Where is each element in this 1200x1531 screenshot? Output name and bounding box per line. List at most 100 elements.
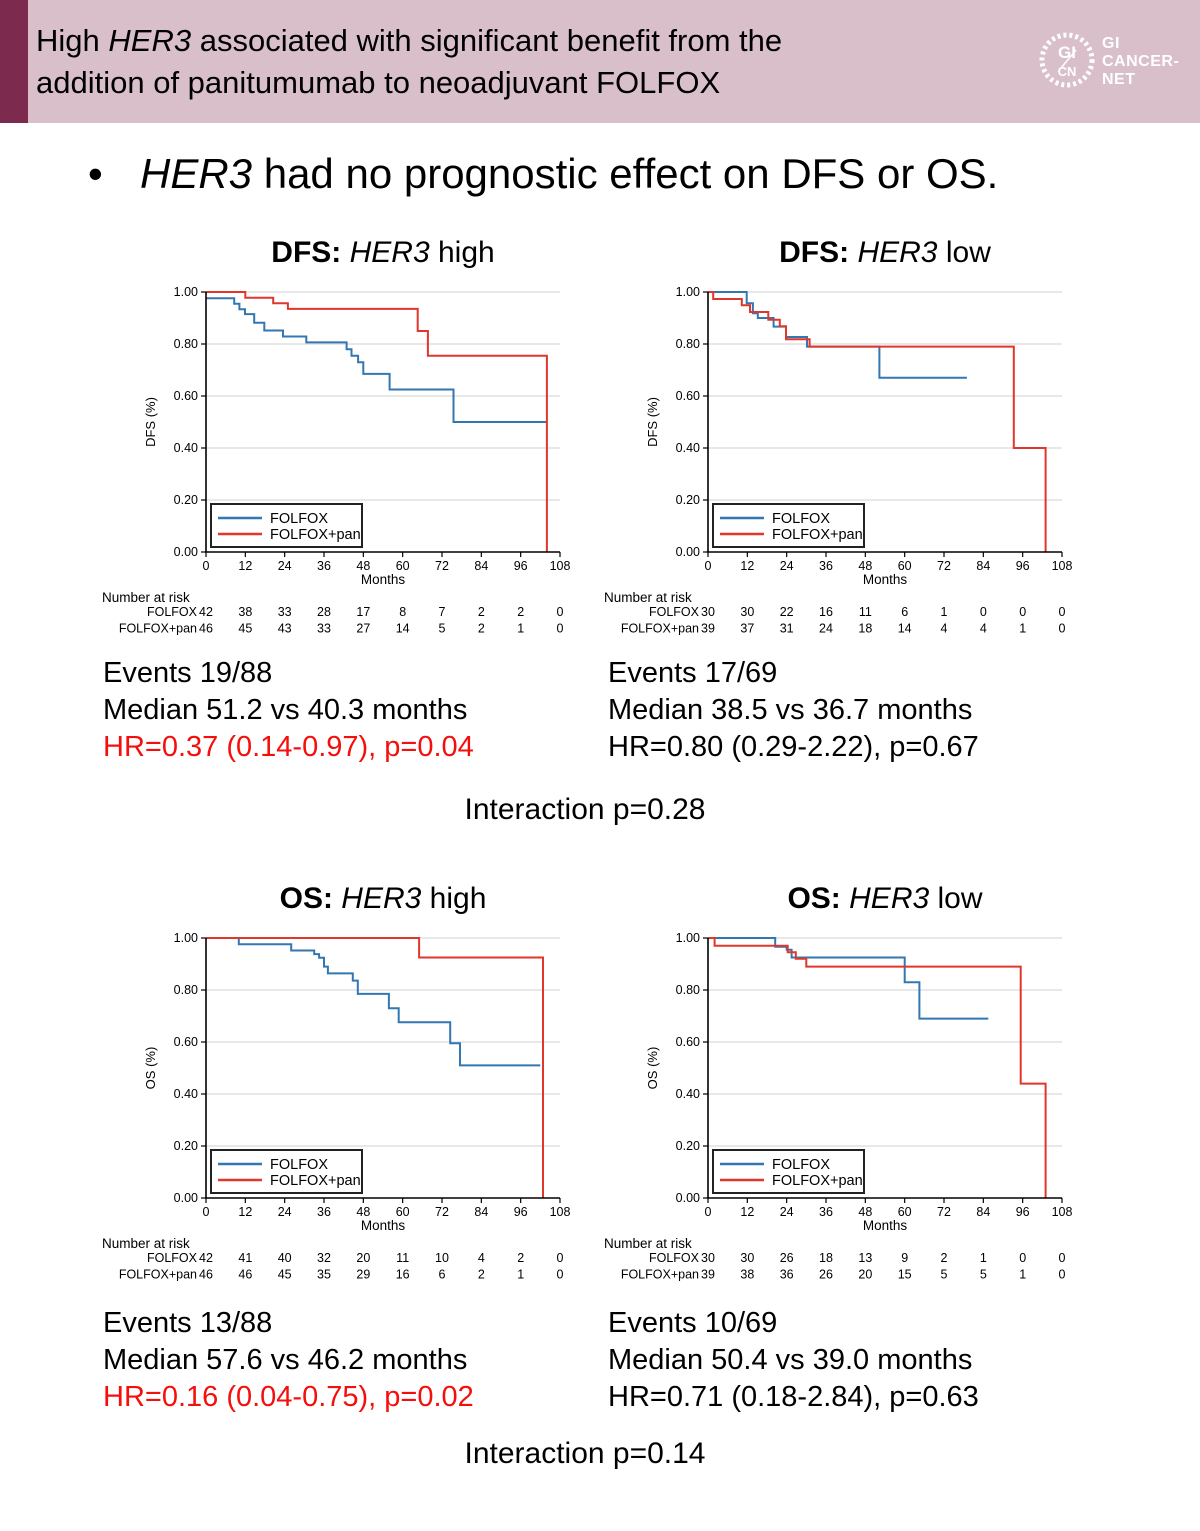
svg-text:9: 9 [901,1251,908,1265]
svg-text:4: 4 [478,1251,485,1265]
svg-text:38: 38 [238,605,252,619]
svg-text:FOLFOX: FOLFOX [147,1251,198,1265]
svg-text:84: 84 [976,1205,990,1219]
svg-text:0.60: 0.60 [676,389,700,403]
bullet-headline: • HER3 had no prognostic effect on DFS or… [88,150,998,198]
svg-text:FOLFOX: FOLFOX [649,605,700,619]
svg-text:0.80: 0.80 [676,337,700,351]
bullet-text: had no prognostic effect on DFS or OS. [263,150,999,197]
km-plot-dfs-high: 0.000.200.400.600.801.000 12 24 36 48 60 72 84 9… [102,285,570,636]
stats-events: Events 19/88 [103,657,273,689]
svg-text:0.40: 0.40 [174,441,198,455]
svg-text:0: 0 [705,559,712,573]
svg-text:12: 12 [238,1205,252,1219]
svg-text:DFS (%): DFS (%) [645,397,660,447]
svg-text:39: 39 [701,622,715,636]
svg-text:Months: Months [863,572,908,587]
svg-text:Number at risk: Number at risk [604,1236,692,1251]
svg-text:24: 24 [278,1205,292,1219]
chart-title: OS: HER3 low [787,882,983,915]
svg-text:6: 6 [439,1268,446,1282]
svg-text:16: 16 [396,1268,410,1282]
svg-text:0.60: 0.60 [676,1035,700,1049]
svg-text:18: 18 [858,622,872,636]
svg-text:22: 22 [780,605,794,619]
svg-text:1: 1 [941,605,948,619]
stats-events: Events 10/69 [608,1307,778,1339]
svg-text:2: 2 [478,605,485,619]
svg-text:0: 0 [203,559,210,573]
svg-text:33: 33 [317,622,331,636]
svg-text:96: 96 [514,559,528,573]
svg-text:Number at risk: Number at risk [102,1236,190,1251]
stats-hazard-ratio: HR=0.71 (0.18-2.84), p=0.63 [608,1381,979,1413]
svg-text:5: 5 [941,1268,948,1282]
svg-text:0.60: 0.60 [174,1035,198,1049]
km-plot-os-high: 0.000.200.400.600.801.000 12 24 36 48 60 72 84 9… [102,931,570,1282]
svg-text:72: 72 [937,1205,951,1219]
svg-text:0: 0 [557,1268,564,1282]
svg-text:12: 12 [238,559,252,573]
svg-text:72: 72 [435,559,449,573]
km-plot-dfs-low: 0.000.200.400.600.801.000 12 24 36 48 60 72 84 9… [604,285,1072,636]
chart-title: OS: HER3 high [279,882,487,915]
svg-text:Months: Months [361,572,406,587]
stats-events: Events 13/88 [103,1307,273,1339]
svg-text:108: 108 [1052,1205,1073,1219]
svg-text:0: 0 [1019,1251,1026,1265]
svg-text:13: 13 [858,1251,872,1265]
svg-text:41: 41 [238,1251,252,1265]
svg-text:2: 2 [517,605,524,619]
svg-text:FOLFOX: FOLFOX [772,511,830,527]
svg-text:FOLFOX+pan: FOLFOX+pan [119,1268,197,1282]
svg-text:37: 37 [740,622,754,636]
svg-text:36: 36 [819,559,833,573]
stats-events: Events 17/69 [608,657,778,689]
svg-text:Months: Months [361,1218,406,1233]
svg-text:1.00: 1.00 [676,931,700,945]
svg-text:48: 48 [356,1205,370,1219]
svg-text:0.00: 0.00 [174,1191,198,1205]
svg-text:36: 36 [780,1268,794,1282]
svg-text:0.40: 0.40 [174,1087,198,1101]
chart-title: DFS: HER3 high [271,236,495,269]
svg-text:2: 2 [478,1268,485,1282]
svg-text:46: 46 [199,1268,213,1282]
svg-text:2: 2 [517,1251,524,1265]
svg-text:4: 4 [980,622,987,636]
svg-text:45: 45 [238,622,252,636]
svg-text:12: 12 [740,1205,754,1219]
stats-median: Median 38.5 vs 36.7 months [608,694,973,726]
svg-text:FOLFOX+pan: FOLFOX+pan [621,1268,699,1282]
svg-text:1.00: 1.00 [676,285,700,299]
svg-text:FOLFOX+pan: FOLFOX+pan [270,527,361,543]
svg-text:8: 8 [399,605,406,619]
svg-text:0.40: 0.40 [676,441,700,455]
svg-text:46: 46 [199,622,213,636]
title-post: associated with significant benefit from… [199,23,783,58]
bullet-icon: • [88,150,103,197]
svg-text:1: 1 [1019,622,1026,636]
svg-text:96: 96 [1016,559,1030,573]
svg-text:OS (%): OS (%) [143,1047,158,1090]
svg-text:4: 4 [941,622,948,636]
svg-text:FOLFOX: FOLFOX [270,1157,328,1173]
svg-text:40: 40 [278,1251,292,1265]
svg-text:1: 1 [980,1251,987,1265]
logo-name-line1: GI [1102,35,1120,52]
svg-text:24: 24 [278,559,292,573]
svg-text:0.20: 0.20 [676,493,700,507]
svg-text:FOLFOX: FOLFOX [270,511,328,527]
svg-text:5: 5 [980,1268,987,1282]
svg-text:60: 60 [396,1205,410,1219]
svg-text:16: 16 [819,605,833,619]
chart-os-her3-low: OS: HER3 low 0.00 0.20 0.40 0.60 0.80 1.00 0 12… [602,882,1162,1307]
svg-text:20: 20 [356,1251,370,1265]
svg-text:0: 0 [1059,1268,1066,1282]
title-gene: HER3 [108,23,192,58]
svg-text:0: 0 [705,1205,712,1219]
svg-text:96: 96 [514,1205,528,1219]
svg-text:45: 45 [278,1268,292,1282]
svg-text:0: 0 [1059,1251,1066,1265]
